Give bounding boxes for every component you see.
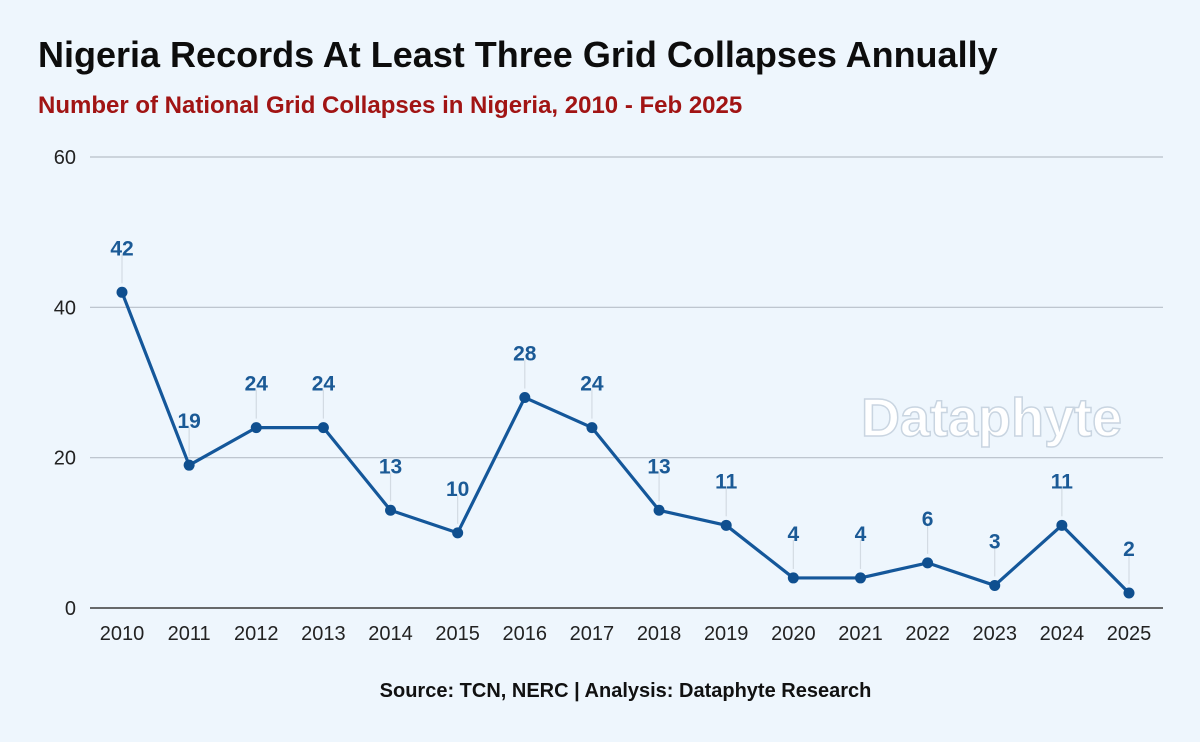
data-point [385,504,397,516]
data-label: 2 [1123,538,1135,561]
data-label: 24 [245,373,269,396]
data-label: 10 [446,478,469,501]
x-tick-label: 2022 [905,623,950,645]
x-tick-label: 2021 [838,623,883,645]
data-label: 6 [922,508,934,531]
data-point [854,572,866,584]
chart-subtitle: Number of National Grid Collapses in Nig… [38,92,743,119]
data-label: 13 [379,455,402,478]
x-tick-label: 2025 [1107,623,1152,645]
x-tick-label: 2017 [570,623,615,645]
x-tick-label: 2011 [168,623,211,645]
data-label: 4 [787,523,799,546]
data-point [250,422,262,434]
y-tick-label: 40 [54,297,76,319]
data-point [989,579,1001,591]
source-note: Source: TCN, NERC | Analysis: Dataphyte … [379,680,872,702]
x-tick-label: 2013 [301,623,346,645]
x-tick-label: 2018 [637,623,682,645]
data-point [653,504,665,516]
data-label: 24 [580,373,604,396]
data-point [317,422,329,434]
data-point [452,527,464,539]
gridlines [90,156,1163,609]
data-point [1056,519,1068,531]
data-point [586,422,598,434]
x-tick-label: 2019 [704,623,749,645]
data-label: 3 [989,530,1001,553]
data-label: 4 [855,523,867,546]
label-leaders [121,254,1130,584]
x-tick-label: 2023 [972,623,1017,645]
data-labels: 42 19 24 24 13 10 28 24 13 11 4 4 6 3 11 2 [110,237,1135,561]
data-point [519,392,531,404]
data-point [922,557,934,569]
x-tick-label: 2016 [503,623,548,645]
y-tick-label: 60 [54,147,76,169]
x-tick-label: 2020 [771,623,816,645]
data-label: 28 [513,343,537,366]
y-tick-label: 0 [65,598,76,620]
data-label: 11 [1051,470,1074,493]
x-tick-label: 2012 [234,623,279,645]
data-label: 19 [177,410,200,433]
data-point [183,459,195,471]
data-point [720,519,732,531]
y-axis: 0 20 40 60 [54,147,76,620]
data-label: 13 [647,455,670,478]
data-label: 11 [715,470,738,493]
x-tick-label: 2014 [368,623,413,645]
x-tick-label: 2015 [435,623,480,645]
series-line [120,291,1131,595]
data-point [116,286,128,298]
markers [116,286,1135,599]
data-label: 42 [110,237,133,260]
y-tick-label: 20 [54,448,76,470]
data-point [1123,587,1135,599]
data-point [787,572,799,584]
x-tick-label: 2024 [1040,623,1085,645]
x-tick-label: 2010 [100,623,145,645]
watermark-logo: Dataphyte [861,388,1122,448]
data-label: 24 [312,373,336,396]
x-axis: 2010 2011 2012 2013 2014 2015 2016 2017 2018 2019… [100,623,1152,645]
chart-title: Nigeria Records At Least Three Grid Coll… [38,34,998,75]
